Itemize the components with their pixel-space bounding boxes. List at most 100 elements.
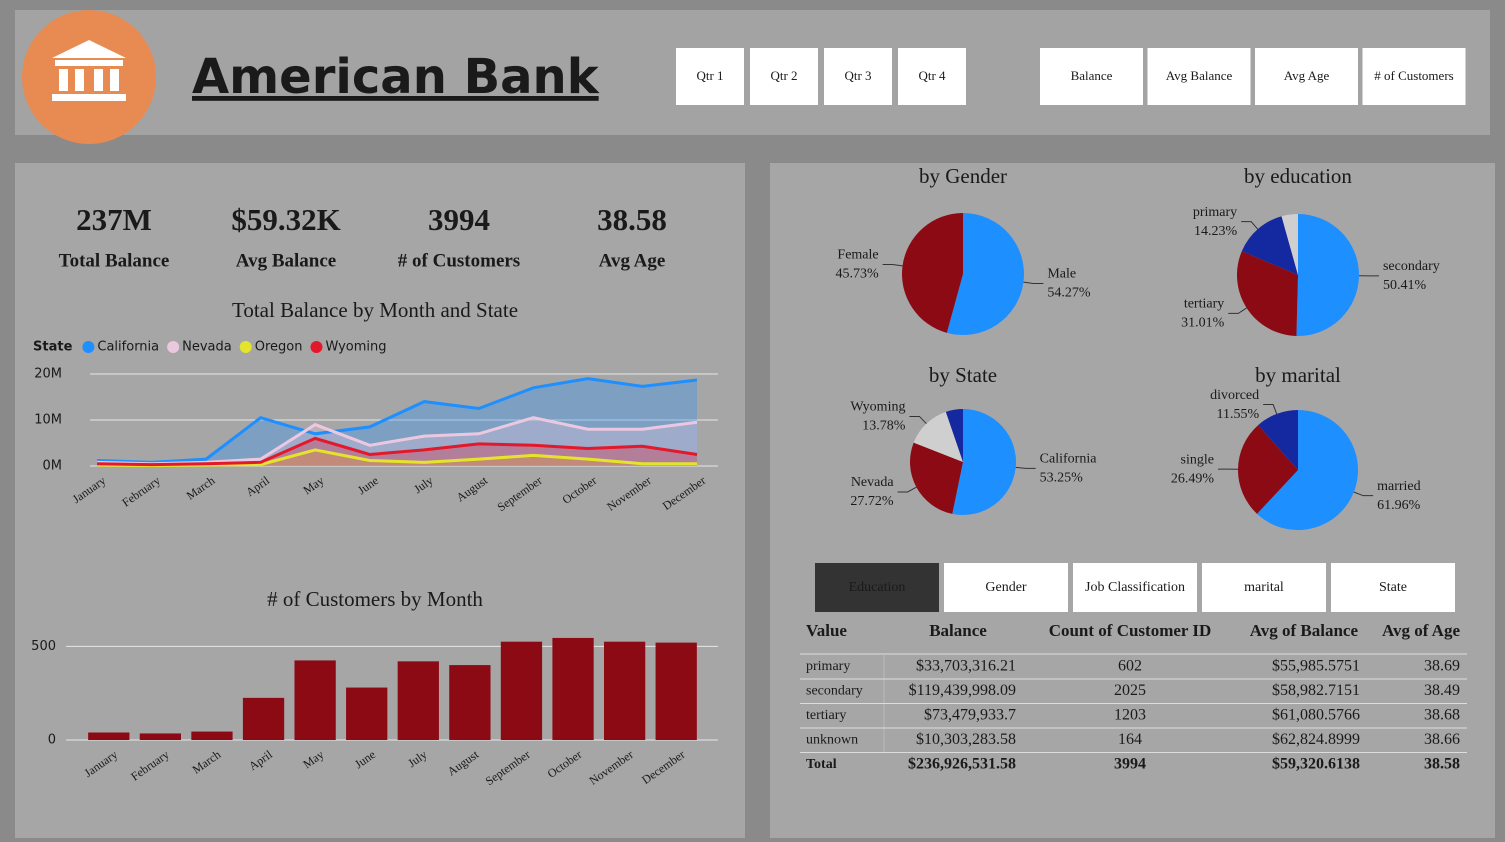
- pie-slice: [901, 213, 963, 333]
- area: [97, 449, 697, 466]
- pie-label-value: 45.73%: [835, 267, 879, 282]
- pie-label-value: 53.25%: [1040, 471, 1084, 486]
- line: [96, 377, 698, 464]
- table-tab[interactable]: [1073, 563, 1197, 612]
- measure-button-label: Avg Age: [1284, 68, 1330, 83]
- table-tab[interactable]: [944, 563, 1068, 612]
- chart-title: # of Customers by Month: [267, 587, 483, 611]
- legend-marker: [167, 341, 180, 353]
- chart-title: by marital: [1255, 363, 1341, 387]
- table-total-cell: 3994: [1114, 756, 1146, 773]
- bar: [191, 731, 233, 740]
- pie-label-name: Wyoming: [850, 400, 905, 415]
- bar: [397, 661, 439, 740]
- leader-line: [909, 415, 927, 425]
- table-cell: tertiary: [806, 708, 846, 723]
- measure-button[interactable]: [1147, 48, 1251, 105]
- table-cell: 38.69: [1424, 658, 1460, 675]
- pie-label-name: secondary: [1383, 259, 1440, 274]
- table-cell: $58,982.7151: [1272, 682, 1360, 699]
- legend-label: Nevada: [182, 340, 232, 355]
- pie-label-name: Female: [837, 248, 878, 263]
- table-cell: $73,479,933.7: [924, 707, 1016, 724]
- table-cell: $55,985.5751: [1272, 658, 1360, 675]
- quarter-button-label: Qtr 3: [844, 68, 871, 83]
- leader-line: [1228, 307, 1247, 314]
- pie-label-name: Male: [1047, 267, 1076, 282]
- table-cell: 602: [1118, 658, 1142, 675]
- table-total-cell: 38.58: [1424, 756, 1460, 773]
- table-tab[interactable]: [1331, 563, 1455, 612]
- y-tick-label: 500: [31, 639, 56, 654]
- measure-button-label: Avg Balance: [1166, 68, 1233, 83]
- chart-title: by Gender: [919, 164, 1007, 188]
- kpi-label: Avg Age: [599, 250, 666, 271]
- leader-line: [1353, 491, 1374, 497]
- bar: [552, 637, 594, 740]
- leader-line: [1241, 221, 1259, 230]
- kpi-label: Total Balance: [59, 250, 170, 271]
- line: [96, 436, 698, 467]
- table-total-cell: $59,320.6138: [1272, 756, 1360, 773]
- pie-slice: [946, 213, 1025, 335]
- pie-slice: [1257, 410, 1358, 530]
- chart-title: Total Balance by Month and State: [232, 298, 518, 322]
- leader-line: [1263, 404, 1278, 415]
- pie-label-name: California: [1040, 452, 1098, 467]
- table-cell: 38.66: [1424, 731, 1460, 748]
- kpi-value: 3994: [428, 202, 490, 237]
- logo-roof: [52, 40, 126, 58]
- logo-beam: [55, 60, 123, 66]
- pie-label-name: tertiary: [1184, 297, 1224, 312]
- legend-title: State: [33, 340, 73, 355]
- logo-circle: [22, 10, 156, 144]
- table-tab-label: Gender: [985, 580, 1027, 595]
- pie-label-value: 13.78%: [862, 419, 906, 434]
- y-tick-label: 0: [48, 733, 56, 748]
- table-header: Count of Customer ID: [1049, 621, 1212, 640]
- quarter-button[interactable]: [898, 48, 966, 105]
- table-tab[interactable]: [815, 563, 939, 612]
- pie-label-value: 31.01%: [1181, 316, 1225, 331]
- table-tab[interactable]: [1202, 563, 1326, 612]
- table-cell: 38.68: [1424, 707, 1460, 724]
- logo-column: [75, 69, 84, 91]
- measure-button[interactable]: [1255, 48, 1358, 105]
- quarter-button[interactable]: [824, 48, 892, 105]
- bar: [500, 641, 543, 740]
- logo-column: [59, 69, 68, 91]
- logo-column: [110, 69, 119, 91]
- chart-title: by State: [929, 363, 997, 387]
- page-title: American Bank: [192, 49, 600, 105]
- table-cell: primary: [806, 659, 850, 674]
- measure-button[interactable]: [1040, 48, 1143, 105]
- pie-slice: [952, 409, 1017, 515]
- measure-button-label: # of Customers: [1374, 68, 1453, 83]
- bar: [294, 660, 336, 740]
- pie-slice: [1237, 251, 1298, 336]
- leader-line: [1023, 281, 1044, 284]
- table-tab-label: Job Classification: [1085, 580, 1185, 595]
- quarter-button[interactable]: [676, 48, 744, 105]
- quarter-button[interactable]: [750, 48, 818, 105]
- table-tab-label: Education: [849, 580, 906, 595]
- pie-slice: [1241, 216, 1298, 275]
- table-cell: 2025: [1114, 682, 1146, 699]
- kpi-value: 237M: [76, 202, 152, 237]
- measure-button[interactable]: [1362, 48, 1466, 105]
- table-cell: $119,439,998.09: [909, 682, 1016, 699]
- pie-slice: [1238, 425, 1298, 514]
- pie-label-value: 14.23%: [1194, 224, 1238, 239]
- table-total-cell: Total: [806, 757, 837, 772]
- pie-slice: [1296, 214, 1359, 336]
- table-header: Avg of Balance: [1250, 621, 1359, 640]
- pie-label-name: married: [1377, 479, 1421, 494]
- pie-label-value: 26.49%: [1171, 471, 1215, 486]
- bar: [603, 641, 646, 740]
- pie-label-value: 11.55%: [1216, 407, 1259, 422]
- y-tick-label: 0M: [43, 459, 63, 474]
- table-cell: 164: [1118, 731, 1142, 748]
- table-header: Value: [806, 621, 847, 640]
- table-tab-label: marital: [1244, 580, 1284, 595]
- kpi-label: Avg Balance: [236, 250, 336, 271]
